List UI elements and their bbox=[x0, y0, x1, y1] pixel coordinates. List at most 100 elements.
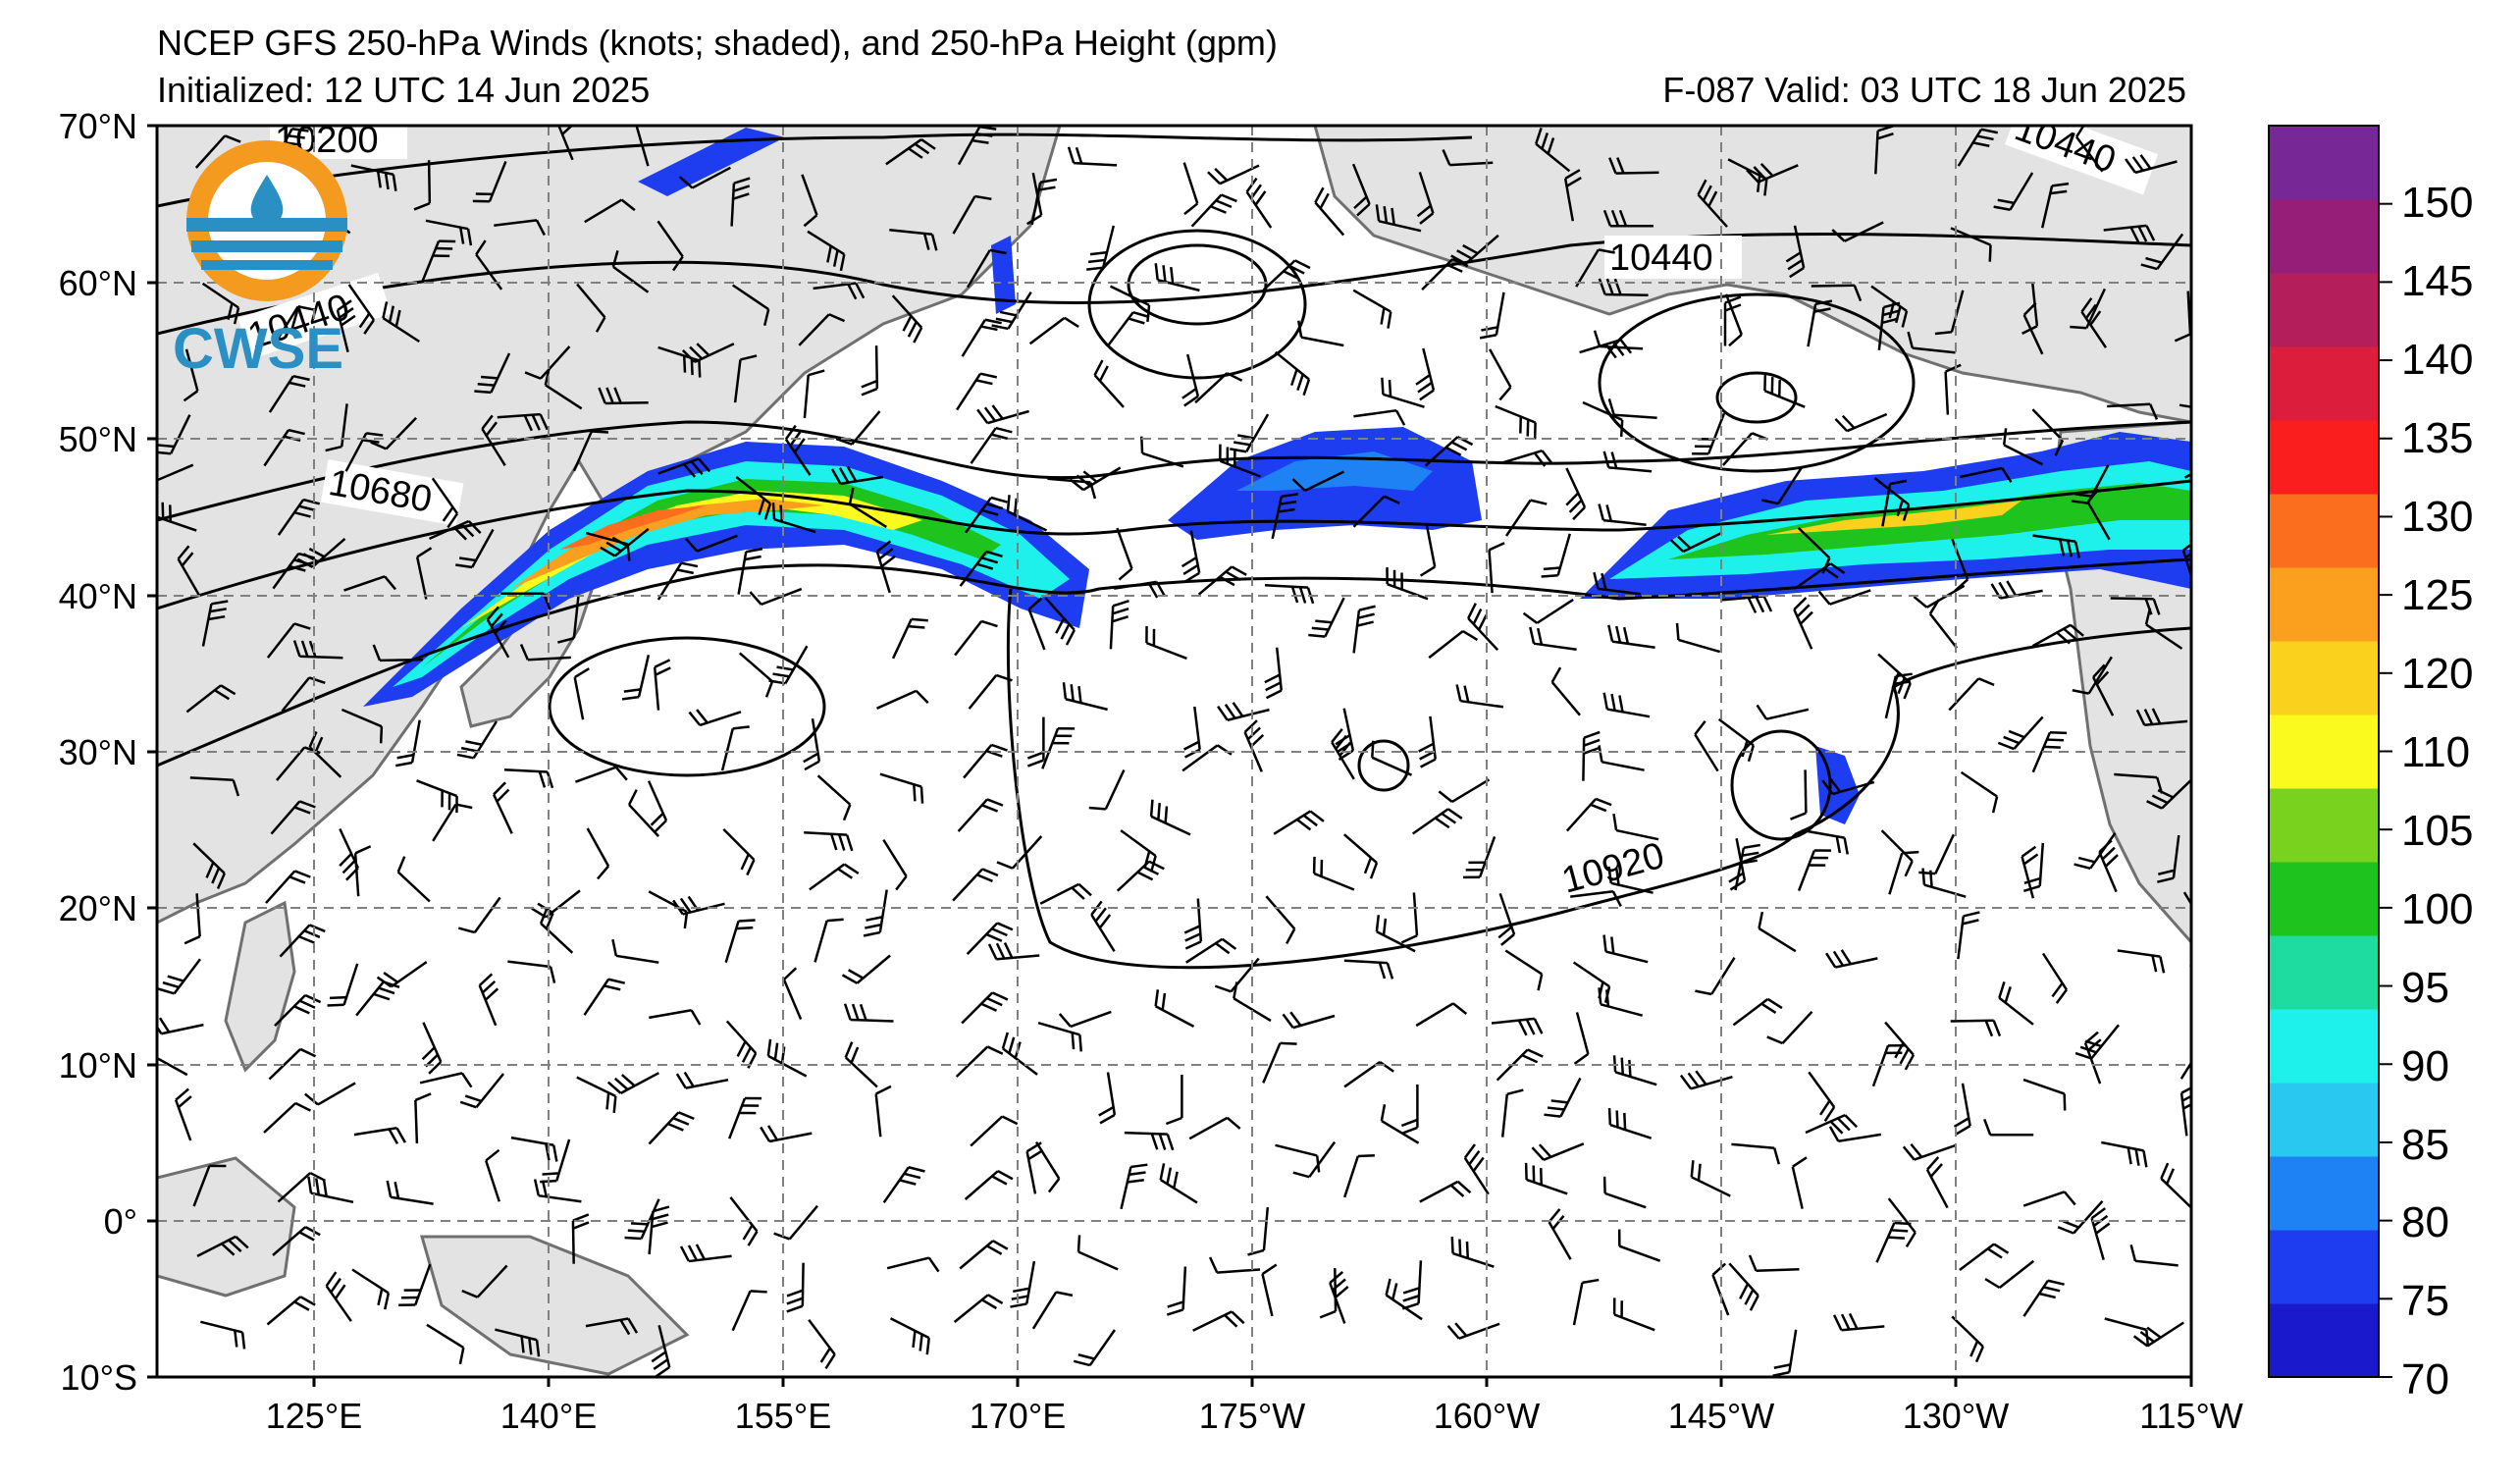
wind-barb-flag bbox=[875, 1085, 892, 1095]
wind-barb-shaft bbox=[1811, 284, 1855, 288]
wind-barb-flag bbox=[986, 1245, 1003, 1255]
wind-barb-flag bbox=[1756, 704, 1768, 720]
wind-barb-flag bbox=[1468, 1150, 1481, 1166]
wind-barb-shaft bbox=[2107, 402, 2151, 408]
wind-barb-flag bbox=[1282, 1013, 1294, 1029]
wind-barb-shaft bbox=[1300, 336, 1344, 347]
wind-barb bbox=[647, 780, 668, 833]
wind-barb-flag bbox=[683, 911, 689, 929]
wind-barb-shaft bbox=[317, 1082, 356, 1106]
wind-barb-flag bbox=[1889, 479, 1908, 486]
wind-barb-flag bbox=[288, 428, 305, 436]
wind-barb-flag bbox=[358, 312, 371, 329]
lat-labels: 70°N 60°N 50°N 40°N 30°N 20°N 10°N 0° 10… bbox=[59, 106, 137, 1398]
wind-barb-flag bbox=[1472, 609, 1483, 625]
wind-barb bbox=[1504, 499, 1548, 537]
wind-barb bbox=[720, 725, 750, 771]
wind-barb bbox=[1027, 597, 1046, 651]
wind-barb bbox=[2132, 1321, 2184, 1348]
wind-barb-flag bbox=[1843, 837, 1849, 855]
wind-barb-flag bbox=[1417, 381, 1433, 394]
wind-barb-flag bbox=[621, 695, 640, 701]
wind-barb-flag bbox=[1547, 137, 1555, 155]
wind-barb-flag bbox=[1550, 666, 1562, 683]
wind-barb-flag bbox=[477, 383, 495, 387]
wind-barb-flag bbox=[2022, 853, 2039, 866]
wind-barb bbox=[1182, 706, 1201, 759]
wind-barb-flag bbox=[1525, 1019, 1536, 1035]
wind-barb-flag bbox=[1093, 359, 1104, 376]
wind-barb-flag bbox=[383, 1293, 391, 1310]
wind-barb bbox=[624, 1198, 660, 1241]
wind-barb-flag bbox=[696, 343, 710, 357]
wind-barb bbox=[1570, 889, 1622, 907]
wind-barb-flag bbox=[850, 1046, 860, 1064]
wind-barb-flag bbox=[990, 496, 1008, 503]
lat-label: 60°N bbox=[59, 263, 137, 303]
colorbar-swatch bbox=[2269, 346, 2379, 421]
logo-text: CWSE bbox=[173, 317, 343, 381]
wind-barb-flag bbox=[1320, 859, 1324, 877]
wind-barb-flag bbox=[980, 1002, 998, 1012]
wind-barb bbox=[1944, 363, 1962, 415]
wind-barb-flag bbox=[441, 790, 444, 808]
wind-barb bbox=[1462, 835, 1496, 879]
lon-label: 175°W bbox=[1199, 1396, 1305, 1436]
wind-barb-flag bbox=[1497, 926, 1513, 939]
wind-barb-flag bbox=[2008, 729, 2025, 739]
colorbar-swatch bbox=[2269, 715, 2379, 789]
wind-barb-shaft bbox=[849, 503, 887, 528]
wind-barb-flag bbox=[1811, 856, 1829, 860]
lon-label: 170°E bbox=[970, 1396, 1066, 1436]
wind-barb bbox=[627, 789, 660, 837]
wind-barb-flag bbox=[1420, 758, 1437, 768]
wind-barb-flag bbox=[1529, 626, 1536, 644]
wind-barb-flag bbox=[1998, 581, 2010, 598]
wind-barb-flag bbox=[2063, 1191, 2076, 1206]
wind-barb-flag bbox=[382, 301, 389, 319]
wind-barb-flag bbox=[1619, 339, 1633, 354]
wind-barb-flag bbox=[2126, 1147, 2132, 1165]
wind-barb-flag bbox=[596, 865, 609, 880]
wind-barb-shaft bbox=[1678, 638, 1721, 654]
wind-barb bbox=[879, 772, 924, 804]
wind-barb-flag bbox=[177, 545, 190, 560]
wind-barb-flag bbox=[1918, 871, 1936, 875]
wind-barb-flag bbox=[1608, 157, 1617, 175]
wind-barb bbox=[1565, 797, 1612, 832]
wind-barb bbox=[1951, 1315, 1984, 1363]
wind-barb-flag bbox=[742, 1224, 754, 1241]
wind-barb-flag bbox=[626, 544, 631, 561]
wind-barb bbox=[1617, 1229, 1661, 1262]
wind-barb bbox=[987, 941, 1040, 961]
wind-barb bbox=[184, 893, 201, 945]
wind-barb-flag bbox=[913, 327, 923, 344]
wind-barb-shaft bbox=[1887, 1197, 1916, 1234]
wind-barb-flag bbox=[1247, 1248, 1265, 1256]
wind-barb-flag bbox=[1610, 693, 1616, 712]
wind-barb-flag bbox=[386, 1180, 393, 1197]
wind-barb bbox=[1419, 524, 1437, 577]
wind-barb-flag bbox=[1400, 1126, 1418, 1136]
wind-barb-flag bbox=[1309, 810, 1325, 822]
wind-barb bbox=[1273, 810, 1325, 835]
wind-barb bbox=[372, 644, 424, 662]
colorbar-swatch bbox=[2269, 273, 2379, 347]
wind-barb-flag bbox=[764, 680, 774, 698]
wind-barb-flag bbox=[1547, 1106, 1565, 1111]
wind-barb bbox=[544, 368, 583, 410]
wind-barb bbox=[353, 845, 372, 897]
wind-barb-flag bbox=[1450, 254, 1467, 265]
wind-barb bbox=[1732, 997, 1783, 1027]
wind-barb-flag bbox=[2086, 1038, 2102, 1052]
wind-barb-shaft bbox=[1960, 770, 1998, 798]
wind-barb-flag bbox=[835, 437, 853, 446]
wind-barb-flag bbox=[545, 912, 554, 929]
wind-barb-flag bbox=[1217, 744, 1233, 756]
wind-barb-flag bbox=[1766, 997, 1783, 1010]
wind-barb-flag bbox=[1757, 175, 1761, 192]
wind-barb bbox=[1351, 163, 1371, 217]
wind-barb-flag bbox=[2077, 856, 2096, 864]
wind-barb-flag bbox=[1001, 1115, 1019, 1126]
wind-barb bbox=[889, 1317, 930, 1355]
